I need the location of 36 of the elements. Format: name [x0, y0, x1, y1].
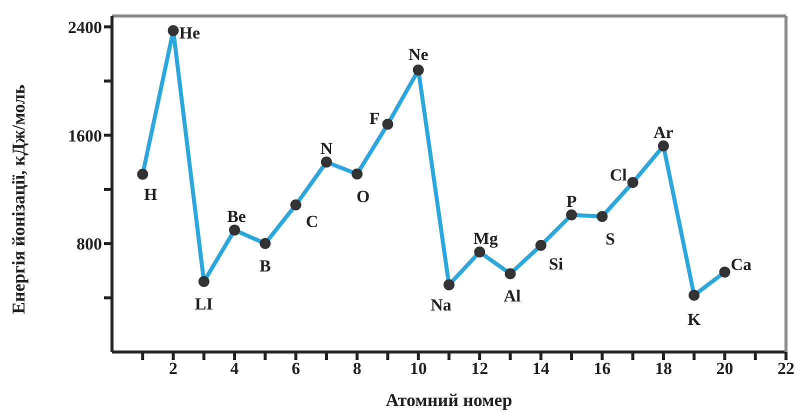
y-tick-label: 800: [76, 234, 102, 254]
x-tick-label: 6: [292, 359, 300, 378]
x-tick-label: 16: [594, 359, 611, 378]
annotation: Cl: [610, 165, 628, 184]
x-tick-label: 14: [532, 359, 550, 378]
annotation: Be: [227, 206, 246, 226]
x-tick-label: 22: [778, 359, 794, 378]
annotation: F: [369, 109, 380, 128]
x-tick-label: 10: [410, 359, 427, 378]
x-tick-label: 2: [169, 359, 178, 378]
x-tick-label: 18: [654, 359, 672, 378]
annotation: S: [605, 229, 615, 248]
annotation: Ne: [408, 44, 429, 64]
annotation: C: [306, 212, 318, 231]
annotation: H: [144, 185, 158, 204]
y-tick-label: 1600: [68, 126, 102, 146]
annotation: Ar: [654, 122, 674, 142]
x-tick-label: 8: [352, 359, 362, 378]
annotation: P: [566, 192, 577, 211]
annotation: Si: [548, 254, 564, 274]
annotation: N: [320, 138, 334, 158]
annotation: K: [687, 310, 702, 330]
annotation: B: [260, 256, 271, 276]
annotation: Mg: [473, 228, 498, 248]
annotation: LI: [194, 294, 214, 314]
annotation: He: [179, 24, 200, 43]
x-tick-label: 20: [716, 359, 734, 378]
x-tick-label: 12: [471, 359, 488, 378]
annotation: Na: [430, 296, 452, 315]
annotation: O: [356, 186, 370, 206]
y-tick-label: 2400: [68, 18, 102, 37]
y-axis-title: Енергія йонізації, кДж/моль: [8, 84, 28, 314]
x-axis-title: Атомний номер: [386, 390, 512, 410]
annotation: Ca: [730, 254, 752, 274]
x-tick-label: 4: [230, 359, 240, 378]
annotation: Al: [504, 286, 522, 306]
